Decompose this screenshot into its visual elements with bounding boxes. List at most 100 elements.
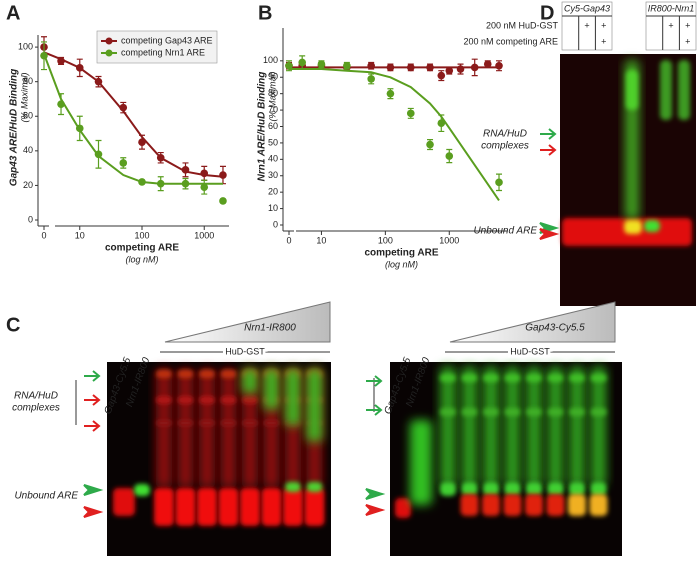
row-label: 200 nM competing ARE — [463, 36, 558, 46]
gel-band — [199, 370, 215, 378]
point — [40, 51, 48, 60]
gel-band — [461, 408, 478, 416]
gel-band — [242, 420, 258, 426]
x-axis-label: competing ARE — [105, 243, 179, 254]
gel-band — [263, 420, 280, 426]
point — [445, 152, 454, 160]
gel-band — [242, 368, 258, 394]
fit-curve — [289, 68, 500, 201]
x-axis-sublabel: (log nM) — [385, 259, 418, 269]
x-tick-label: 1000 — [194, 230, 214, 240]
point — [317, 60, 326, 68]
gel-band — [199, 396, 215, 404]
y-tick-label: 20 — [268, 187, 278, 197]
gel-band — [590, 408, 607, 416]
gel-band — [197, 488, 217, 526]
group-label: Cy5-Gap43 — [564, 3, 610, 13]
y-tick-label: 0 — [28, 214, 33, 224]
plus-sign: + — [685, 20, 690, 30]
y-tick-label: 80 — [268, 88, 278, 98]
gel-band — [504, 366, 521, 486]
gel-band — [526, 374, 542, 382]
point — [437, 119, 446, 128]
gel-band — [644, 220, 660, 232]
x-tick-label: 10 — [316, 235, 326, 245]
gel-band — [199, 420, 215, 426]
gel-band — [483, 374, 499, 382]
gel-band — [220, 420, 237, 426]
gel-band — [547, 482, 564, 496]
complex-label: RNA/HuD — [483, 129, 527, 140]
gel-band — [285, 482, 301, 492]
point — [437, 71, 446, 80]
panel-label: D — [540, 2, 554, 24]
point — [138, 178, 146, 186]
point — [445, 66, 454, 75]
gel-band — [156, 368, 172, 488]
x-tick-label: 100 — [134, 230, 149, 240]
arrowhead — [539, 228, 560, 240]
fit-curve — [43, 53, 223, 185]
point — [75, 64, 84, 72]
gel-band — [461, 374, 478, 382]
x-tick-label: 0 — [286, 235, 291, 245]
point — [119, 103, 128, 112]
group-box — [561, 1, 613, 51]
panel-label: B — [258, 2, 272, 24]
gel-band — [156, 420, 172, 426]
gel-band — [590, 374, 607, 382]
y-tick-label: 80 — [23, 76, 33, 86]
gel-band — [525, 494, 543, 516]
point — [470, 63, 479, 72]
gradient-triangle — [449, 301, 616, 343]
y-tick-label: 20 — [23, 180, 33, 190]
point — [367, 75, 375, 83]
plus-sign: + — [601, 36, 606, 46]
y-tick-label: 0 — [273, 219, 278, 229]
gel-band — [113, 488, 135, 516]
point — [386, 63, 395, 72]
gel-band — [154, 488, 174, 526]
x-tick-label: 0 — [41, 230, 46, 240]
gel-band — [504, 374, 521, 382]
gel-band — [240, 488, 260, 526]
y-tick-label: 60 — [268, 121, 278, 131]
arrow — [540, 128, 557, 140]
point — [406, 109, 415, 118]
gel-band — [134, 484, 150, 496]
x-axis-sublabel: (log nM) — [125, 254, 158, 264]
gel-band — [220, 368, 237, 488]
point — [298, 58, 306, 67]
x-tick-label: 1000 — [439, 235, 459, 245]
point — [285, 61, 293, 70]
protein-label: HuD-GST — [225, 346, 265, 356]
gel-band — [283, 488, 303, 526]
gradient-label: Gap43-Cy5.5 — [525, 323, 585, 334]
y-axis-label: Gap43 ARE/HuD Binding — [9, 69, 20, 186]
gel-band — [156, 396, 172, 404]
point — [495, 61, 503, 70]
gel-band — [547, 408, 564, 416]
gel-band — [526, 408, 542, 416]
arrowhead — [365, 488, 386, 500]
arrowhead — [83, 484, 104, 496]
gel-band — [624, 220, 642, 234]
gel-band — [569, 366, 585, 486]
point — [426, 63, 434, 72]
gel-band — [569, 482, 585, 496]
arrowhead — [83, 506, 104, 518]
gel-band — [395, 498, 411, 518]
row-label: 200 nM HuD-GST — [486, 20, 559, 30]
point — [57, 57, 65, 65]
point — [200, 183, 209, 191]
point — [75, 124, 84, 133]
plus-sign: + — [584, 20, 589, 30]
point — [483, 60, 492, 68]
fit-curve — [43, 51, 224, 178]
gel-band — [460, 494, 479, 516]
gel-band — [626, 70, 638, 110]
point — [156, 153, 165, 162]
x-tick-label: 10 — [75, 230, 85, 240]
gel-band — [218, 488, 239, 526]
point — [138, 138, 146, 146]
